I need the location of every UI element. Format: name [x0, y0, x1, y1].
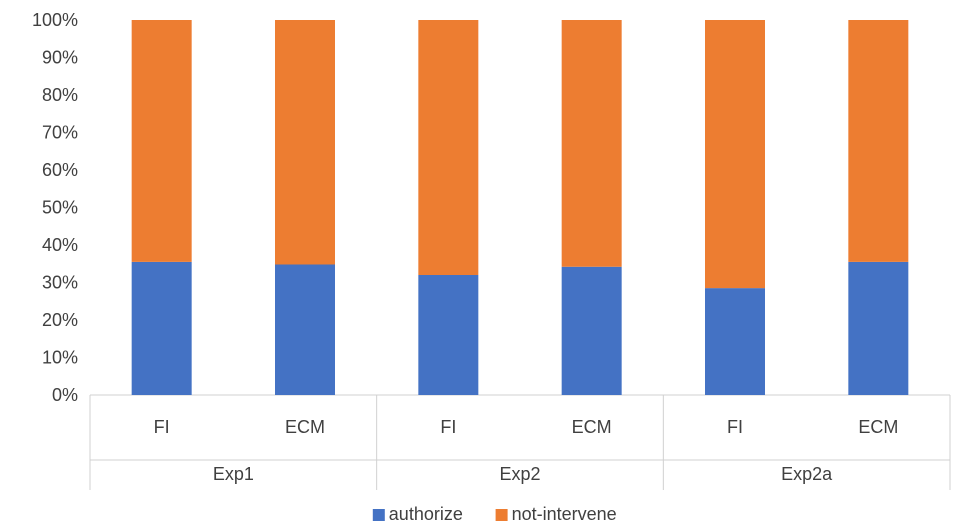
y-tick-label: 10% [42, 348, 78, 368]
x-category-label: FI [727, 417, 743, 437]
bar-segment-not-intervene-exp1-ecm [275, 20, 335, 265]
bar-segment-authorize-exp2a-fi [705, 288, 765, 395]
bar-segment-authorize-exp2-ecm [561, 266, 622, 395]
bar-segment-authorize-exp2a-ecm [848, 261, 909, 395]
bar-segment-authorize-exp2-fi [418, 275, 479, 395]
y-tick-label: 20% [42, 310, 78, 330]
bar-segment-not-intervene-exp2a-fi [705, 20, 765, 289]
y-tick-label: 90% [42, 48, 78, 68]
x-category-label: ECM [572, 417, 612, 437]
legend-label-not-intervene: not-intervene [512, 504, 617, 524]
y-tick-label: 100% [32, 10, 78, 30]
bar-segment-not-intervene-exp1-fi [131, 20, 192, 262]
axes [89, 394, 951, 490]
x-group-label: Exp2 [499, 464, 540, 484]
bar-segment-not-intervene-exp2-fi [418, 20, 479, 275]
y-tick-label: 30% [42, 273, 78, 293]
bar-segment-not-intervene-exp2-ecm [561, 20, 622, 267]
bar-segment-not-intervene-exp2a-ecm [848, 20, 909, 262]
y-tick-label: 0% [52, 385, 78, 405]
legend: authorize not-intervene [372, 504, 617, 524]
y-tick-label: 50% [42, 198, 78, 218]
x-group-label: Exp2a [781, 464, 833, 484]
bars [131, 20, 909, 395]
x-group-label: Exp1 [213, 464, 254, 484]
labels: 0% 10% 20% 30% 40% 50% 60% 70% 80% 90% 100% FI ECM Ex… [32, 10, 898, 484]
y-tick-label: 60% [42, 160, 78, 180]
legend-label-authorize: authorize [389, 504, 463, 524]
bar-segment-authorize-exp1-ecm [275, 264, 335, 395]
legend-swatch-not-intervene [495, 509, 508, 521]
x-category-label: ECM [858, 417, 898, 437]
y-tick-label: 80% [42, 85, 78, 105]
y-tick-label: 40% [42, 235, 78, 255]
bar-segment-authorize-exp1-fi [131, 261, 192, 395]
y-tick-label: 70% [42, 123, 78, 143]
x-category-label: FI [440, 417, 456, 437]
legend-swatch-authorize [372, 509, 385, 521]
x-category-label: FI [154, 417, 170, 437]
x-category-label: ECM [285, 417, 325, 437]
